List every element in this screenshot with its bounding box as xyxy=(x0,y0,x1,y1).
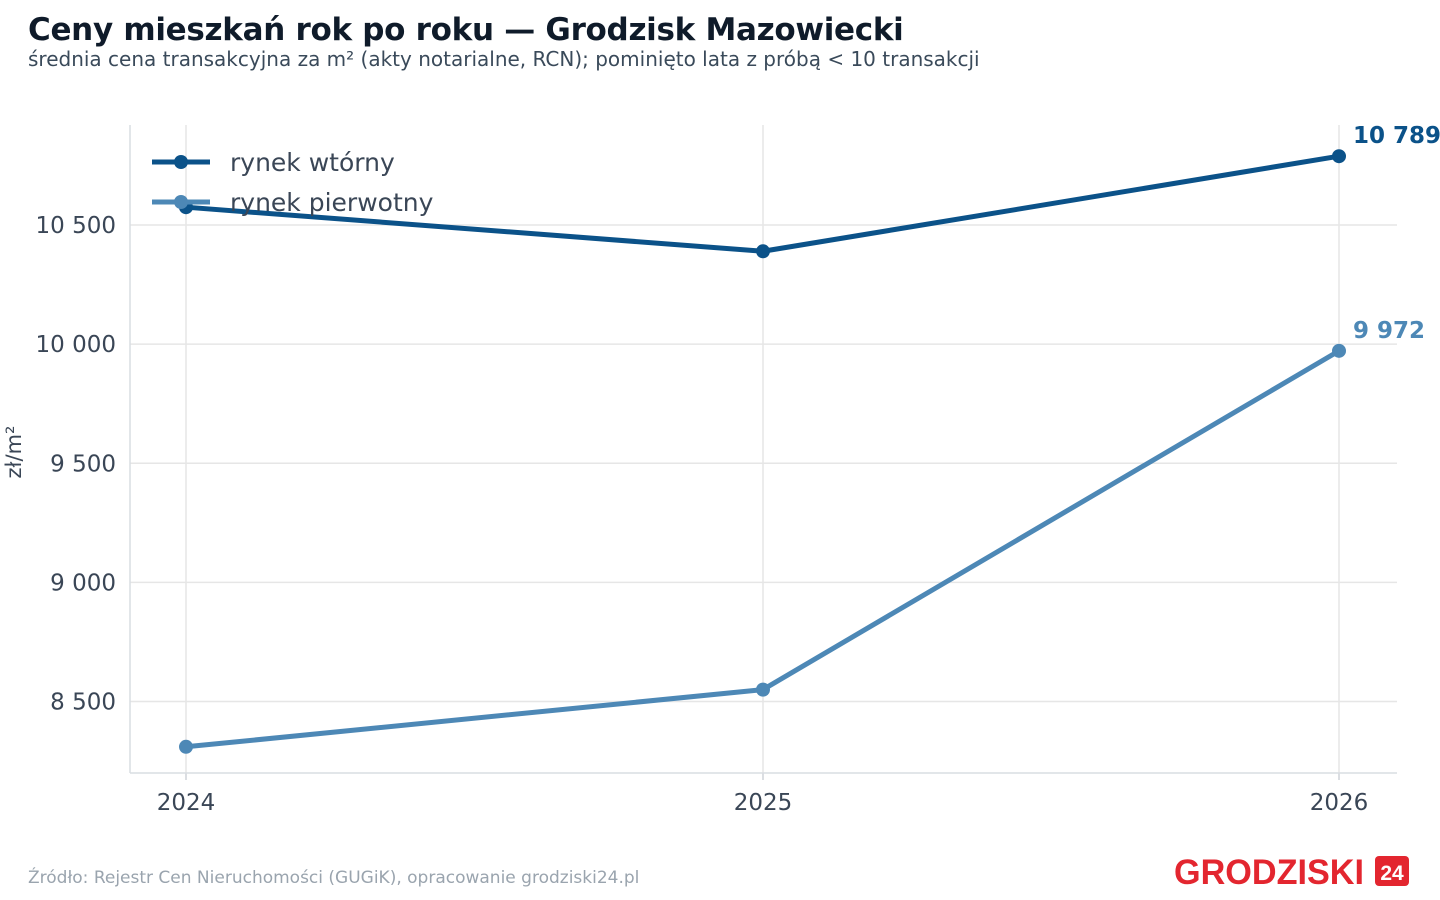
x-tick-label: 2026 xyxy=(1310,790,1369,816)
chart-title: Ceny mieszkań rok po roku — Grodzisk Maz… xyxy=(28,12,904,48)
data-point xyxy=(179,739,193,754)
x-tick-label: 2025 xyxy=(734,790,793,816)
y-tick-label: 9 000 xyxy=(50,570,116,596)
data-point xyxy=(756,244,770,259)
y-tick-label: 10 500 xyxy=(36,213,116,239)
data-point xyxy=(756,682,770,697)
data-point xyxy=(1332,149,1346,164)
y-axis-label: zł/m² xyxy=(2,426,26,479)
legend-swatch-marker xyxy=(174,195,188,209)
logo-badge xyxy=(1375,856,1409,886)
legend-label: rynek pierwotny xyxy=(230,188,434,217)
legend-label: rynek wtórny xyxy=(230,148,395,177)
grodziski24-logo[interactable]: GRODZISKI 24 xyxy=(1172,850,1412,890)
chart-subtitle: średnia cena transakcyjna za m² (akty no… xyxy=(28,47,980,71)
legend-swatch-marker xyxy=(174,155,188,169)
y-tick-label: 9 500 xyxy=(50,451,116,477)
y-tick-label: 10 000 xyxy=(36,332,116,358)
source-note: Źródło: Rejestr Cen Nieruchomości (GUGiK… xyxy=(28,868,640,888)
series-layer: 10 789 9 972 xyxy=(179,123,1440,754)
data-label: 10 789 xyxy=(1353,123,1440,149)
data-label: 9 972 xyxy=(1353,318,1425,344)
x-tick-label: 2024 xyxy=(157,790,216,816)
logo-badge-text: 24 xyxy=(1380,862,1404,885)
grid-layer xyxy=(130,125,1397,773)
data-point xyxy=(1332,343,1346,358)
legend: rynek wtórny rynek pierwotny xyxy=(152,148,434,217)
y-tick-label: 8 500 xyxy=(50,690,116,716)
logo-text: GRODZISKI xyxy=(1174,853,1364,890)
axis-layer: 8 500 9 000 9 500 10 000 10 500 2024 2025 2026 z… xyxy=(2,125,1397,816)
